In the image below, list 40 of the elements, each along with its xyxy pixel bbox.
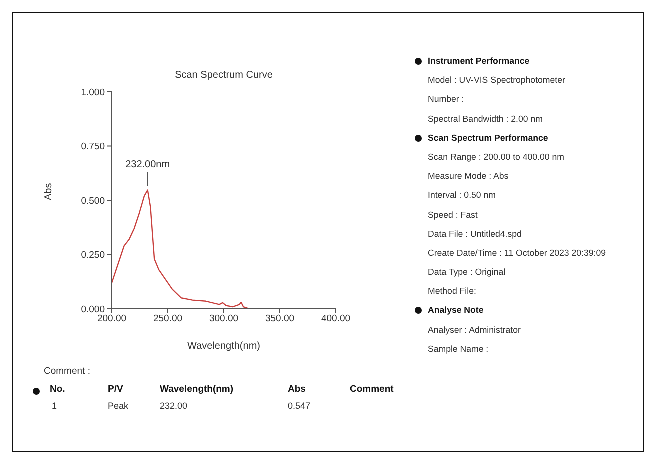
x-axis-title: Wavelength(nm) — [188, 341, 260, 352]
text: Wavelength(nm) — [160, 384, 234, 395]
text: Scan Spectrum Performance — [427, 132, 550, 145]
x-tick-label: 200.00 — [97, 314, 127, 325]
text: Abs — [288, 384, 306, 395]
x-tick-label: 250.00 — [153, 314, 183, 325]
text: Peak — [108, 401, 129, 411]
text: Interval : 0.50 nm — [427, 189, 497, 202]
text: Create Date/Time : 11 October 2023 20:39:09 — [427, 246, 606, 260]
text: 232.00 — [160, 401, 188, 411]
y-tick-label: 0.250 — [81, 250, 105, 262]
text: Speed : Fast — [427, 208, 479, 222]
text: Method File: — [427, 285, 478, 298]
text: Data Type : Original — [427, 266, 507, 280]
y-tick-label: 1.000 — [81, 87, 105, 98]
text: Data File : Untitled4.spd — [427, 228, 523, 241]
text: Comment : — [44, 366, 90, 377]
text: Instrument Performance — [427, 55, 531, 68]
text: 0.547 — [288, 401, 311, 411]
chart-title: Scan Spectrum Curve — [174, 70, 274, 81]
annotation: 232.00nm — [126, 159, 170, 170]
x-tick-label: 300.00 — [209, 314, 239, 325]
text: Measure Mode : Abs — [427, 170, 510, 184]
text: No. — [50, 384, 66, 395]
y-tick-label: 0.500 — [81, 196, 105, 207]
text: Number : — [427, 93, 466, 106]
text: 1 — [52, 401, 58, 411]
x-tick-label: 350.00 — [265, 314, 295, 325]
y-tick-label: 0.750 — [81, 142, 105, 153]
text: Scan Range : 200.00 to 400.00 nm — [427, 150, 566, 164]
text: P/V — [108, 384, 124, 395]
y-axis-title: Abs — [44, 183, 55, 200]
x-tick-label: 400.00 — [321, 314, 351, 325]
text: Model : UV-VIS Spectrophotometer — [427, 74, 566, 88]
text: Comment — [350, 384, 394, 395]
text: Sample Name : — [427, 342, 490, 356]
text: Analyse Note — [427, 304, 485, 318]
y-tick-label: 0.000 — [81, 304, 105, 316]
text: Spectral Bandwidth : 2.00 nm — [427, 112, 544, 126]
text: Analyser : Administrator — [427, 324, 522, 337]
